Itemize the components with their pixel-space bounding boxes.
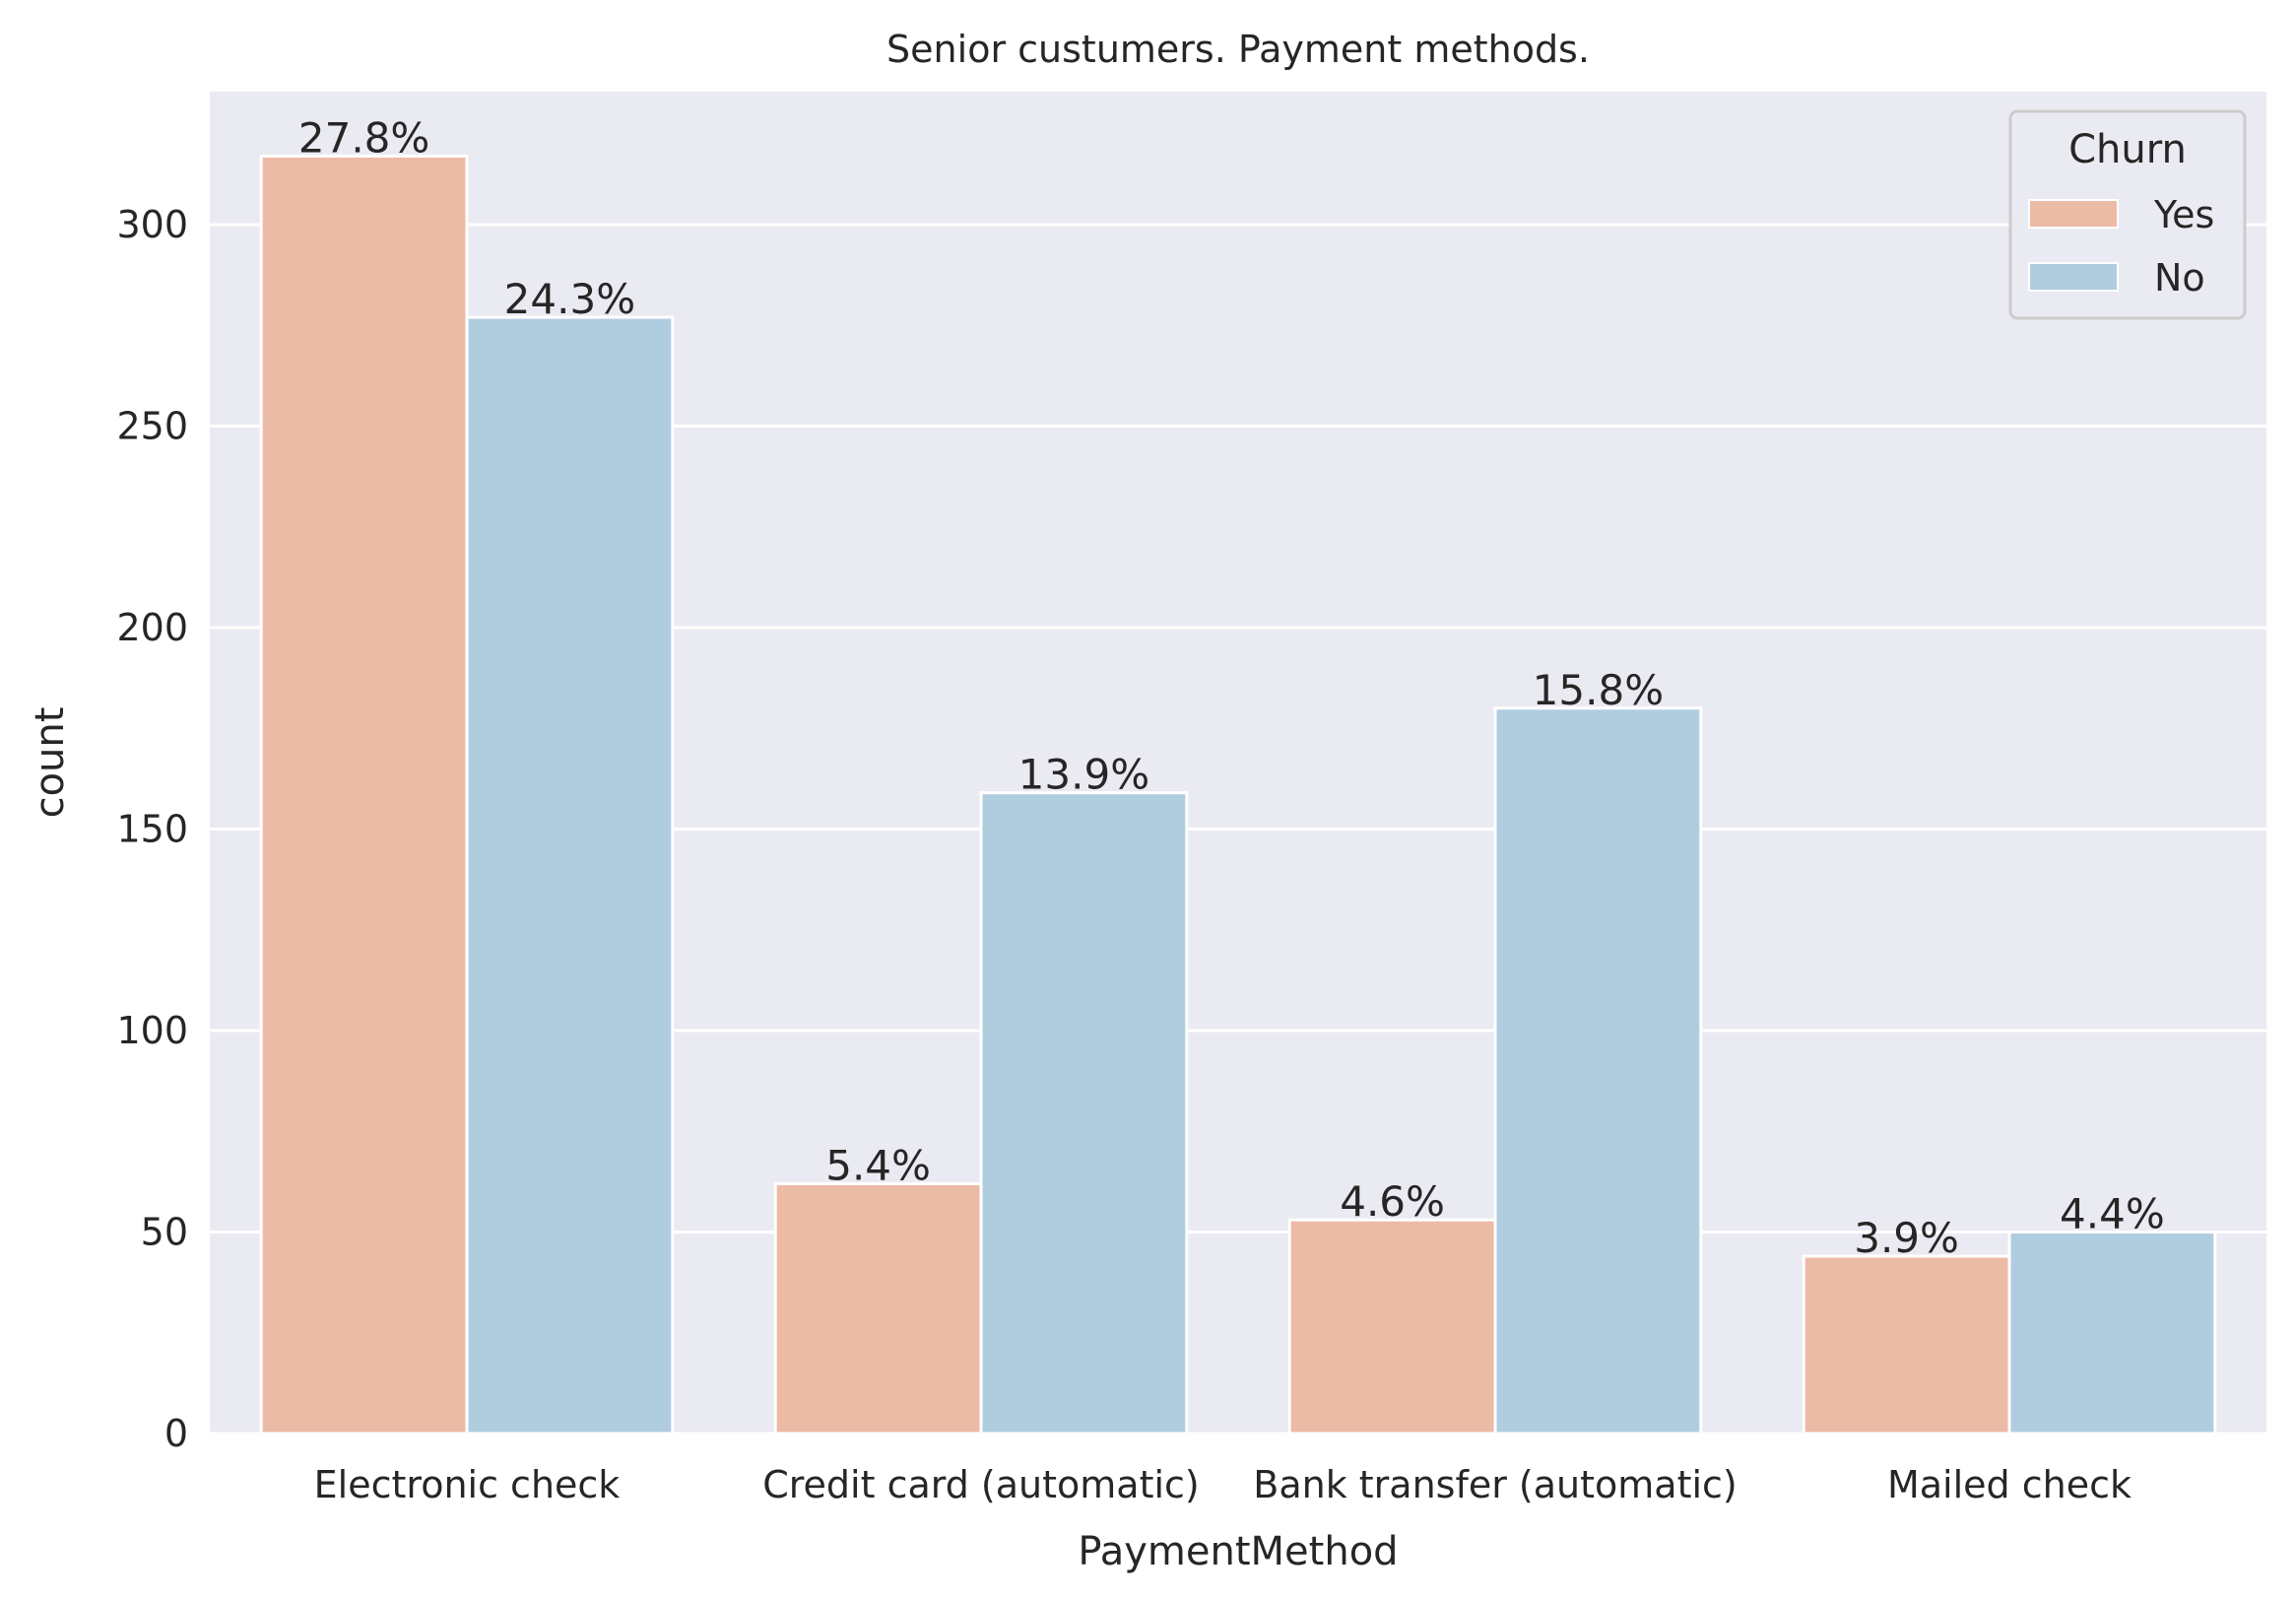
bar-value-label: 5.4% <box>825 1141 931 1189</box>
y-tick-label: 100 <box>116 1009 188 1052</box>
x-tick-label: Electronic check <box>314 1463 621 1506</box>
bar-labels: 27.8% 24.3% 5.4% 13.9% 4.6% 15.8% 3.9% 4.4% <box>298 113 2165 1262</box>
bar-value-label: 27.8% <box>298 113 429 162</box>
y-tick-label: 0 <box>164 1412 188 1455</box>
legend-label-yes: Yes <box>2153 193 2214 236</box>
bar-yes <box>1287 1218 1497 1435</box>
bar-value-label: 4.4% <box>2060 1189 2165 1237</box>
y-tick-label: 300 <box>116 203 188 246</box>
legend-title: Churn <box>2068 127 2187 172</box>
bar-yes <box>259 154 469 1435</box>
bar-yes <box>1802 1254 2011 1435</box>
y-tick-label: 200 <box>116 606 188 649</box>
x-tick-label: Bank transfer (automatic) <box>1253 1463 1738 1506</box>
y-ticks: 0 50 100 150 200 250 300 <box>116 203 188 1455</box>
bar-yes <box>773 1181 983 1435</box>
chart-title: Senior custumers. Payment methods. <box>886 28 1590 71</box>
bar-no <box>1493 706 1703 1435</box>
bar-no <box>465 315 675 1435</box>
bar-no <box>2007 1230 2217 1435</box>
legend: Churn Yes No <box>2008 109 2247 320</box>
bar-value-label: 24.3% <box>504 275 635 323</box>
bar-value-label: 4.6% <box>1340 1177 1445 1226</box>
bar-value-label: 3.9% <box>1854 1214 1959 1262</box>
x-tick-label: Mailed check <box>1887 1463 2132 1506</box>
x-tick-label: Credit card (automatic) <box>762 1463 1200 1506</box>
bar-value-label: 15.8% <box>1533 666 1664 714</box>
bars <box>259 154 2217 1435</box>
legend-swatch-no <box>2028 262 2119 292</box>
y-tick-label: 150 <box>116 807 188 850</box>
legend-swatch-yes <box>2028 199 2119 229</box>
bar-value-label: 13.9% <box>1018 751 1149 799</box>
x-ticks: Electronic check Credit card (automatic) B… <box>314 1463 2132 1506</box>
bar-no <box>979 791 1189 1435</box>
y-tick-label: 250 <box>116 404 188 447</box>
legend-label-no: No <box>2154 256 2205 300</box>
x-axis-label: PaymentMethod <box>1078 1529 1398 1574</box>
y-axis-label: count <box>28 707 73 819</box>
y-tick-label: 50 <box>141 1210 188 1253</box>
